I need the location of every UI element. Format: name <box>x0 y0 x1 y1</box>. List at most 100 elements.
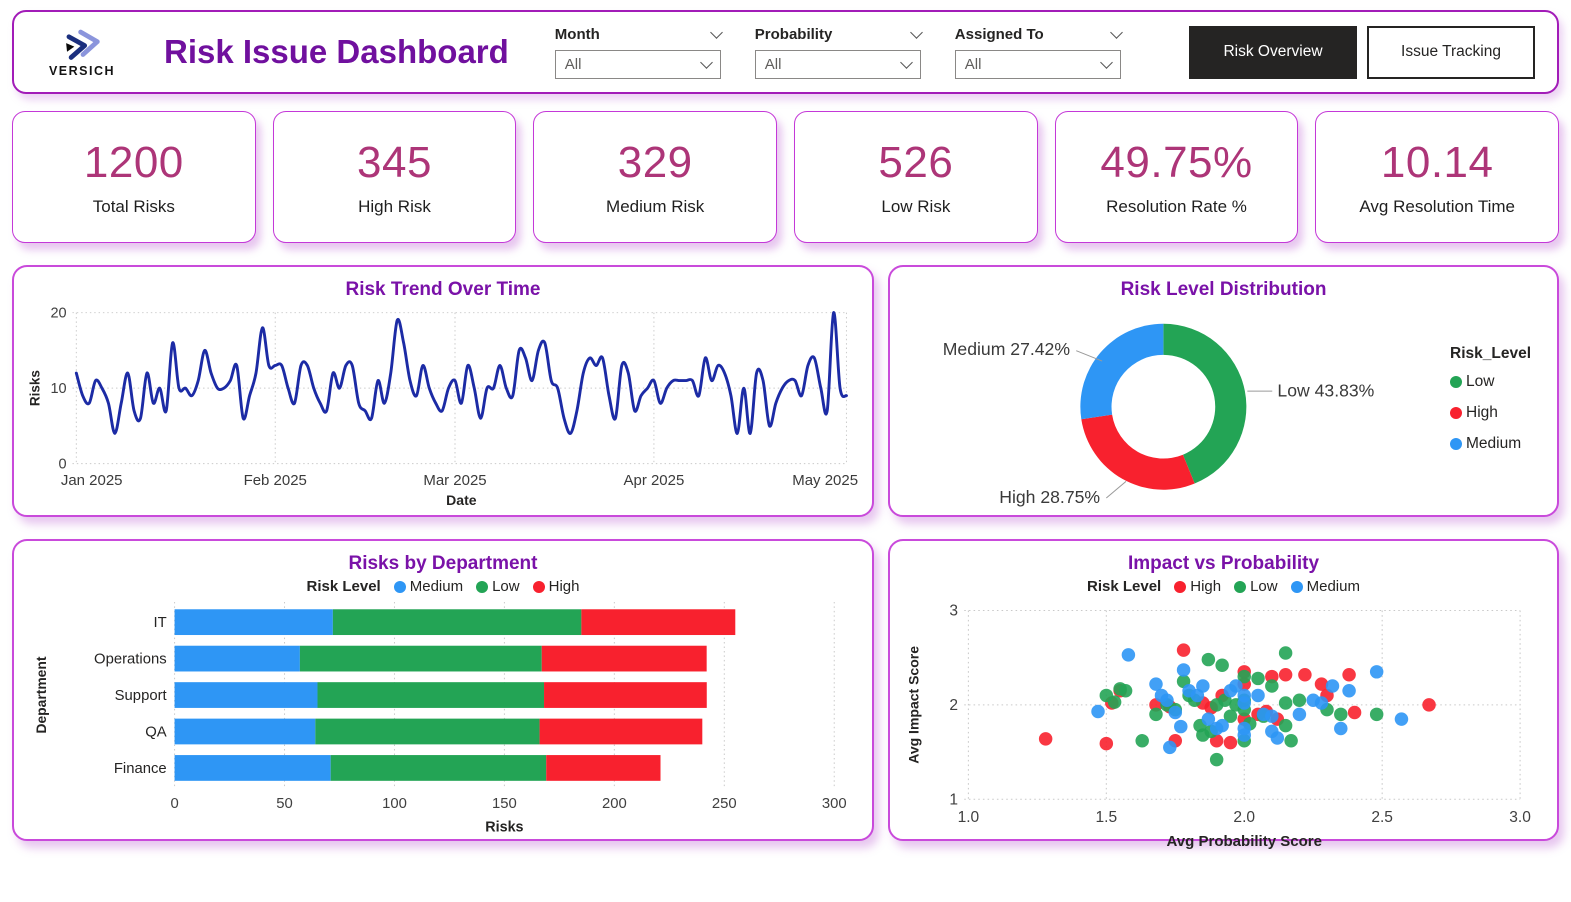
bar-segment-low[interactable] <box>299 645 542 672</box>
scatter-point-medium[interactable] <box>1251 688 1265 703</box>
scatter-point-medium[interactable] <box>1168 705 1183 720</box>
legend-item-medium[interactable]: Medium <box>1290 578 1360 595</box>
bar-segment-low[interactable] <box>315 718 540 745</box>
scatter-point-low[interactable] <box>1201 652 1216 667</box>
scatter-point-low[interactable] <box>1149 707 1163 722</box>
bar-segment-low[interactable] <box>317 682 545 708</box>
issue-tracking-button[interactable]: Issue Tracking <box>1367 25 1535 79</box>
scatter-point-low[interactable] <box>1284 734 1298 748</box>
scatter-point-low[interactable] <box>1135 734 1149 748</box>
legend-item-high[interactable]: High <box>1450 404 1531 422</box>
scatter-point-medium[interactable] <box>1314 696 1329 710</box>
legend-item-low[interactable]: Low <box>476 578 520 595</box>
scatter-point-medium[interactable] <box>1325 679 1340 693</box>
scatter-point-medium[interactable] <box>1237 728 1251 742</box>
axis-tick-label: Feb 2025 <box>244 472 307 489</box>
scatter-point-medium[interactable] <box>1174 719 1188 734</box>
donut-slice-medium[interactable] <box>1080 323 1164 420</box>
bar-segment-medium[interactable] <box>174 682 318 708</box>
scatter-point-low[interactable] <box>1292 693 1307 707</box>
bar-segment-low[interactable] <box>330 755 547 781</box>
scatter-point-high[interactable] <box>1176 643 1191 657</box>
bar-segment-low[interactable] <box>332 609 582 636</box>
bar-segment-high[interactable] <box>546 755 661 781</box>
scatter-chart-legend: Risk Level High Low Medium <box>902 578 1545 595</box>
scatter-point-high[interactable] <box>1314 677 1329 691</box>
scatter-point-medium[interactable] <box>1176 663 1191 677</box>
scatter-point-medium[interactable] <box>1342 684 1356 698</box>
bar-segment-high[interactable] <box>581 609 736 636</box>
scatter-point-low[interactable] <box>1265 679 1279 693</box>
scatter-point-medium[interactable] <box>1121 648 1136 662</box>
scatter-point-medium[interactable] <box>1369 665 1384 679</box>
risk-distribution-donut[interactable]: Medium 27.42% Low 43.83% High 28.75% <box>902 303 1545 521</box>
chevron-down-icon[interactable] <box>709 25 723 39</box>
bar-segment-medium[interactable] <box>174 609 333 636</box>
scatter-point-low[interactable] <box>1369 707 1384 722</box>
scatter-point-high[interactable] <box>1265 669 1279 684</box>
scatter-point-high[interactable] <box>1278 667 1293 682</box>
scatter-point-low[interactable] <box>1334 707 1348 722</box>
chevron-down-icon[interactable] <box>909 25 923 39</box>
scatter-point-medium[interactable] <box>1237 696 1251 710</box>
scatter-point-medium[interactable] <box>1196 679 1210 693</box>
bar-segment-high[interactable] <box>541 645 707 672</box>
scatter-point-medium[interactable] <box>1149 677 1163 691</box>
scatter-point-high[interactable] <box>1298 667 1312 682</box>
donut-slice-high[interactable] <box>1081 414 1195 490</box>
scatter-point-medium[interactable] <box>1201 712 1216 726</box>
x-axis-title: Avg Probability Score <box>1166 833 1321 850</box>
legend-item-high[interactable]: High <box>1174 578 1221 595</box>
scatter-point-low[interactable] <box>1223 709 1238 723</box>
scatter-point-high[interactable] <box>1347 705 1362 720</box>
scatter-point-medium[interactable] <box>1091 704 1105 719</box>
scatter-point-low[interactable] <box>1278 696 1293 710</box>
scatter-point-low[interactable] <box>1278 646 1293 660</box>
scatter-point-medium[interactable] <box>1270 731 1285 745</box>
probability-dropdown[interactable]: All <box>754 49 921 79</box>
bar-segment-medium[interactable] <box>174 718 316 745</box>
scatter-point-high[interactable] <box>1223 735 1238 750</box>
scatter-point-high[interactable] <box>1342 667 1356 682</box>
axis-tick-label: Mar 2025 <box>423 472 486 489</box>
legend-color-dot <box>1450 407 1462 419</box>
assigned-to-dropdown[interactable]: All <box>954 49 1121 79</box>
scatter-point-medium[interactable] <box>1163 740 1177 755</box>
legend-item-high[interactable]: High <box>532 578 579 595</box>
scatter-point-low[interactable] <box>1107 695 1122 709</box>
trend-line[interactable] <box>74 311 848 435</box>
legend-label: Medium <box>409 578 464 595</box>
month-dropdown[interactable]: All <box>554 49 721 79</box>
scatter-point-medium[interactable] <box>1292 707 1307 722</box>
legend-item-low[interactable]: Low <box>1234 578 1278 595</box>
bar-segment-high[interactable] <box>539 718 703 745</box>
department-bar-chart[interactable]: 0 50 100 150 200 250 300 IT Operations Support QA F… <box>26 596 860 840</box>
scatter-point-medium[interactable] <box>1265 709 1279 723</box>
scatter-point-low[interactable] <box>1237 669 1251 684</box>
scatter-point-high[interactable] <box>1422 698 1436 712</box>
donut-slice-low[interactable] <box>1163 323 1247 484</box>
bar-segment-medium[interactable] <box>174 755 331 781</box>
scatter-point-high[interactable] <box>1099 736 1114 751</box>
legend-item-low[interactable]: Low <box>1450 373 1531 391</box>
scatter-point-medium[interactable] <box>1394 712 1409 726</box>
impact-scatter-chart[interactable]: 1 2 3 1.0 1.5 2.0 2.5 3.0 Avg Probability Score A… <box>902 596 1545 853</box>
scatter-point-low[interactable] <box>1278 718 1293 733</box>
scatter-point-medium[interactable] <box>1229 679 1243 693</box>
legend-item-medium[interactable]: Medium <box>1450 435 1531 453</box>
trend-line-chart[interactable]: 0 10 20 Jan 2025 Feb 2025 Mar 2025 Apr 2025 May… <box>26 303 860 509</box>
scatter-point-medium[interactable] <box>1160 693 1174 707</box>
risk-overview-button[interactable]: Risk Overview <box>1189 25 1357 79</box>
scatter-point-high[interactable] <box>1038 732 1053 746</box>
scatter-point-low[interactable] <box>1215 658 1229 673</box>
bar-segment-medium[interactable] <box>174 645 300 672</box>
chevron-down-icon[interactable] <box>1109 25 1123 39</box>
scatter-point-low[interactable] <box>1209 752 1224 767</box>
scatter-point-low[interactable] <box>1118 684 1133 698</box>
bar-segment-high[interactable] <box>544 682 707 708</box>
legend-item-medium[interactable]: Medium <box>393 578 464 595</box>
scatter-point-medium[interactable] <box>1215 718 1229 733</box>
scatter-point-low[interactable] <box>1251 671 1265 686</box>
slicer-label: Month <box>554 25 600 43</box>
scatter-point-medium[interactable] <box>1334 721 1348 736</box>
